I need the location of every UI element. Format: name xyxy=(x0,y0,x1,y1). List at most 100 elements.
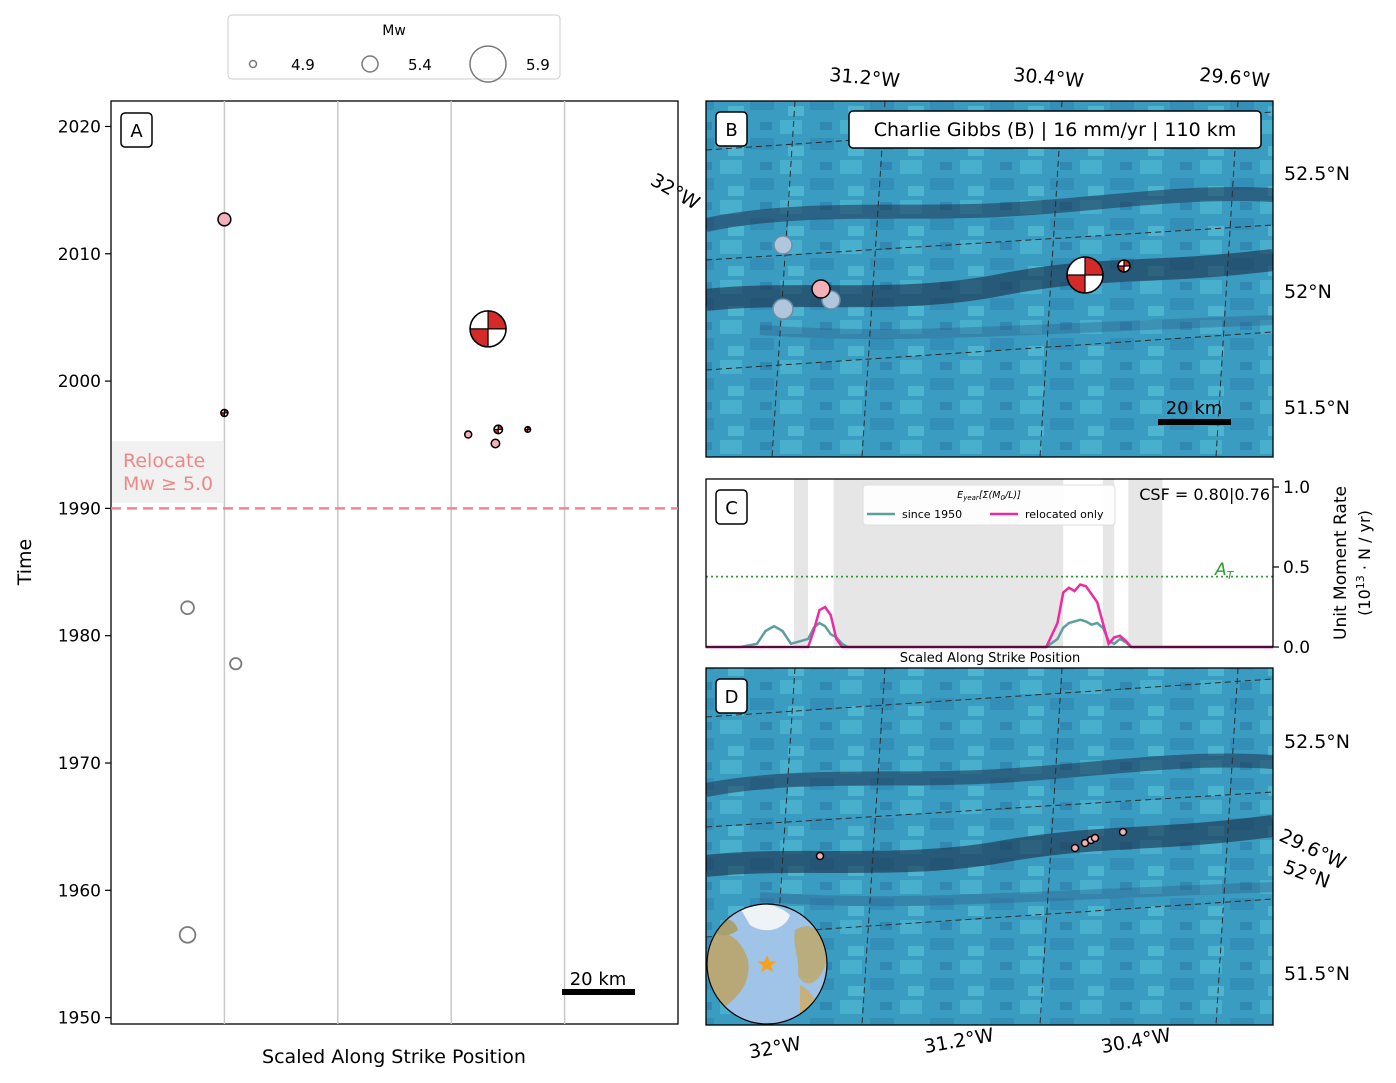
beachball-quadrant xyxy=(488,310,507,329)
panel-a-events xyxy=(178,212,532,944)
beachball-outline xyxy=(524,425,532,434)
fracture-zone-south xyxy=(706,249,1273,311)
panel-c-xlabel: Scaled Along Strike Position xyxy=(900,651,1081,666)
panel-a-ylabel: Time xyxy=(14,539,36,587)
y-tick-label: 1950 xyxy=(58,1009,101,1029)
panel-b-lon-label: 29.6°W xyxy=(1198,64,1270,92)
map-d-event xyxy=(1118,827,1128,837)
legend-title: Mw xyxy=(382,23,406,39)
relocated-event-marker xyxy=(217,212,232,227)
panel-c-legend-frame xyxy=(862,484,1116,526)
map-d-event xyxy=(1090,833,1100,843)
beachball-quadrant xyxy=(1118,266,1124,272)
beachball-quadrant xyxy=(1067,275,1085,293)
panel-d-frame xyxy=(705,667,1274,1026)
panel-b-map: B Charlie Gibbs (B) | 16 mm/yr | 110 km … xyxy=(647,64,1350,458)
legend-label-since-1950: since 1950 xyxy=(902,508,962,521)
panel-c-y-ticks: 0.0 0.5 1.0 xyxy=(1273,478,1310,658)
y-tick-label: 1990 xyxy=(58,499,101,519)
panel-d-lat-label: 51.5°N xyxy=(1284,963,1350,985)
map-b-mechanism-small xyxy=(1117,259,1131,273)
panel-c-ylabel-line1: Unit Moment Rate xyxy=(1331,486,1351,640)
beachball-quadrant xyxy=(494,429,499,434)
focal-mechanism-marker xyxy=(1066,256,1104,294)
panel-b-lat-label: 51.5°N xyxy=(1284,397,1350,419)
beachball-outline xyxy=(1117,259,1131,273)
panel-a: 1950 1960 1970 1980 1990 2000 2010 2020 Relocat… xyxy=(14,100,679,1068)
ridge-flank xyxy=(759,882,1273,907)
panel-b-scale-label: 20 km xyxy=(1166,398,1223,419)
panel-d-label: D xyxy=(725,687,739,708)
beachball-outline xyxy=(220,408,229,418)
historic-event-marker xyxy=(229,657,243,671)
aftershock-window-band xyxy=(1128,479,1163,647)
panel-b-scale-bar xyxy=(1158,419,1231,425)
y-tick-label: 0.0 xyxy=(1283,638,1310,658)
y-tick-label: 0.5 xyxy=(1283,558,1310,578)
legend-marker-medium xyxy=(361,55,379,73)
panel-c-label-box xyxy=(715,489,748,525)
panel-b-title: Charlie Gibbs (B) | 16 mm/yr | 110 km xyxy=(874,119,1236,141)
relocate-label-line2: Mw ≥ 5.0 xyxy=(123,473,213,495)
panel-d-label-box xyxy=(715,678,748,714)
fracture-zone-north xyxy=(706,753,1273,797)
map-d-event xyxy=(815,851,825,861)
legend-label-medium: 5.4 xyxy=(408,56,432,74)
panel-b-title-box xyxy=(848,110,1262,149)
beachball-outline xyxy=(469,310,507,348)
panel-a-section-lines xyxy=(223,101,566,1024)
beachball-quadrant xyxy=(498,425,503,430)
focal-mechanism-marker xyxy=(524,425,532,434)
map-b-event xyxy=(773,235,793,255)
legend-label-relocated-only: relocated only xyxy=(1025,508,1104,521)
panel-a-label: A xyxy=(130,121,143,142)
map-d-event xyxy=(1070,843,1080,853)
map-b-mechanism-large xyxy=(1066,256,1104,294)
panel-c-frame xyxy=(705,478,1274,648)
ridge-flank xyxy=(759,315,1273,340)
globe-outline xyxy=(706,903,828,1025)
panel-b-lat-label: 52°N xyxy=(1284,281,1332,303)
panel-d-map: D 32°W 31.2°W 30.4°W 52.5°N 52°N 51.5°N … xyxy=(705,667,1350,1064)
panel-b-label: B xyxy=(725,120,737,141)
legend-marker-small xyxy=(248,59,258,69)
beachball-outline xyxy=(1066,256,1104,294)
y-tick-label: 1.0 xyxy=(1283,478,1310,498)
y-tick-label: 2010 xyxy=(58,245,101,265)
panel-b-lon-label: 30.4°W xyxy=(1012,64,1084,92)
relocate-label-box xyxy=(112,441,224,503)
map-b-event xyxy=(811,279,831,299)
fracture-zone-north xyxy=(706,187,1273,232)
panel-a-y-ticks: 1950 1960 1970 1980 1990 2000 2010 2020 xyxy=(58,117,111,1029)
panel-d-lon-label: 31.2°W xyxy=(922,1024,996,1058)
panel-a-scale-bar xyxy=(562,989,635,995)
panel-c-ylabel-line2: (1013 · N / yr) xyxy=(1354,510,1374,616)
beachball-quadrant xyxy=(470,328,489,347)
panel-a-xlabel: Scaled Along Strike Position xyxy=(262,1046,526,1068)
relocated-event-marker xyxy=(490,438,501,449)
panel-b-frame xyxy=(705,100,1274,458)
inset-globe xyxy=(706,903,828,1025)
panel-b-lat-label: 52.5°N xyxy=(1284,163,1350,185)
beachball-quadrant xyxy=(1085,257,1103,275)
legend-marker-large xyxy=(469,45,507,83)
size-legend: Mw 4.9 5.4 5.9 xyxy=(227,14,561,83)
beachball-outline xyxy=(493,424,504,435)
aftershock-window-band xyxy=(793,479,809,647)
panel-a-label-box xyxy=(120,112,153,148)
panel-a-frame xyxy=(110,100,679,1025)
focal-mechanism-marker xyxy=(493,424,504,435)
y-tick-label: 1970 xyxy=(58,754,101,774)
panel-c-label: C xyxy=(725,498,738,519)
panel-b-label-box xyxy=(715,111,748,147)
panel-c-csf-text: CSF = 0.80|0.76 xyxy=(1139,485,1270,504)
panel-a-scale-label: 20 km xyxy=(570,969,627,990)
legend-label-large: 5.9 xyxy=(526,56,550,74)
beachball-quadrant xyxy=(1124,260,1130,266)
focal-mechanism-marker xyxy=(1117,259,1131,273)
legend-frame xyxy=(227,14,561,80)
panel-c-legend-title: Eyear[Σ(M0/L)] xyxy=(957,490,1021,502)
panel-d-lon-label: 32°W xyxy=(747,1033,803,1064)
focal-mechanism-marker xyxy=(469,310,507,348)
